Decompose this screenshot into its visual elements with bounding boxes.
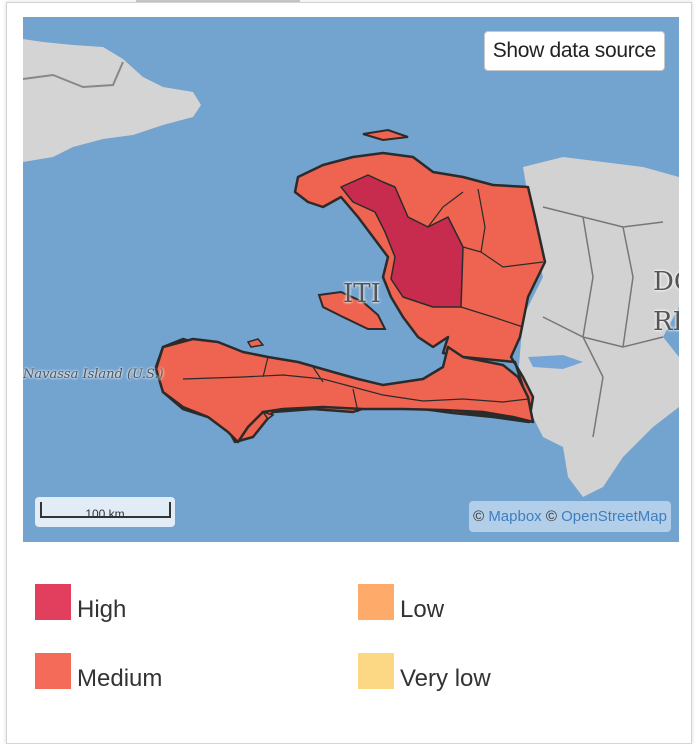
legend-swatch	[358, 584, 394, 620]
legend-swatch	[358, 653, 394, 689]
scale-control: 100 km	[35, 497, 175, 527]
legend-label: High	[77, 596, 127, 623]
map-label-dr-2: RE	[653, 307, 679, 337]
legend-label: Low	[400, 596, 445, 623]
scale-bar	[40, 502, 171, 518]
map-label-dr-1: DO	[653, 267, 679, 297]
legend-item-high: High	[35, 584, 126, 624]
map-label-haiti: ITI	[343, 279, 381, 309]
copyright-symbol: ©	[545, 508, 557, 525]
show-data-source-button[interactable]: Show data source	[483, 31, 665, 71]
legend-item-low: Low	[358, 584, 444, 624]
legend-swatch	[35, 653, 71, 689]
legend-item-medium: Medium	[35, 653, 162, 693]
mapbox-link[interactable]: Mapbox	[488, 508, 542, 525]
map-label-navassa: Navassa Island (U.S.)	[23, 367, 164, 382]
legend-label: Medium	[77, 665, 163, 692]
openstreetmap-link[interactable]: OpenStreetMap	[561, 508, 667, 525]
legend-swatch	[35, 584, 71, 620]
map-view[interactable]: Navassa Island (U.S.) ITI DO RE Show dat…	[23, 17, 679, 542]
map-canvas	[23, 39, 679, 497]
scale-label: 100 km	[85, 507, 125, 521]
map-attribution: © Mapbox © OpenStreetMap	[469, 501, 671, 532]
legend-label: Very low	[400, 665, 491, 692]
copyright-symbol: ©	[473, 508, 485, 525]
legend-item-very-low: Very low	[358, 653, 491, 693]
